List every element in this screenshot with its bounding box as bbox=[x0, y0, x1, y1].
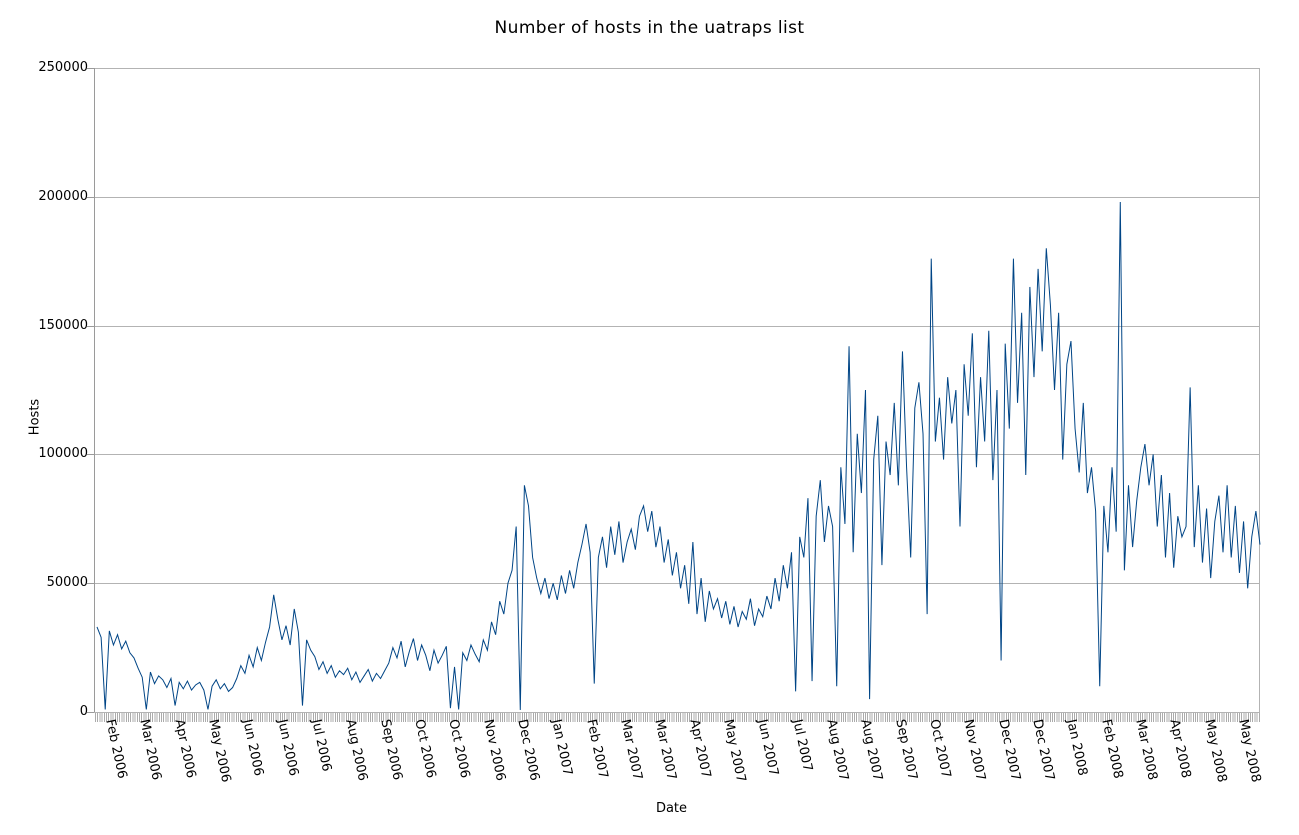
y-tick-label: 250000 bbox=[38, 60, 88, 75]
y-tick-label: 100000 bbox=[38, 446, 88, 462]
y-tick-label: 50000 bbox=[46, 575, 88, 591]
series-line-hosts bbox=[96, 201, 1261, 710]
y-tick-label: 150000 bbox=[38, 317, 88, 333]
y-tick-label: 0 bbox=[79, 704, 88, 719]
chart-title: Number of hosts in the uatraps list bbox=[494, 18, 805, 38]
x-axis-tick-marks bbox=[95, 713, 1260, 722]
x-axis-title: Date bbox=[655, 801, 688, 816]
y-tick-label: 200000 bbox=[38, 188, 88, 204]
